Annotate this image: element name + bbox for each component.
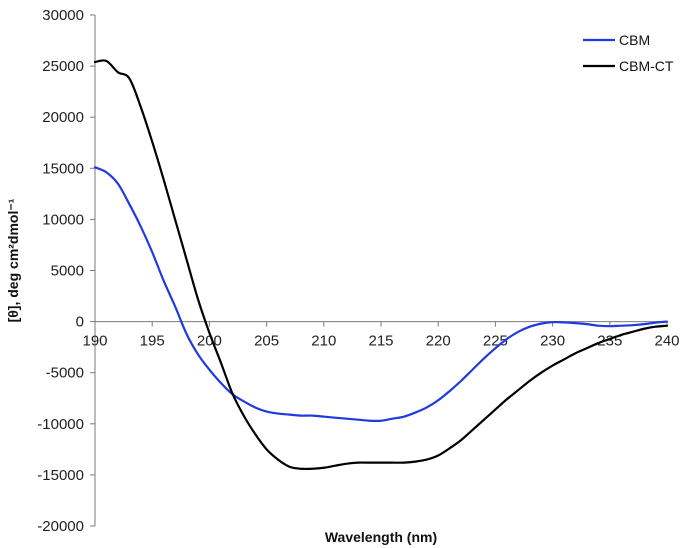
x-tick-label: 215 [368, 333, 393, 350]
x-tick-label: 225 [483, 333, 508, 350]
legend-label-cbm: CBM [619, 32, 650, 48]
y-tick-label: 30000 [42, 7, 84, 24]
x-tick-label: 195 [140, 333, 165, 350]
x-axis-title: Wavelength (nm) [325, 529, 437, 545]
y-tick-label: 0 [76, 314, 84, 331]
y-tick-label: 10000 [42, 211, 84, 228]
x-tick-label: 230 [540, 333, 565, 350]
y-tick-label: 20000 [42, 109, 84, 126]
legend: CBM CBM-CT [583, 32, 674, 74]
x-tick-label: 200 [197, 333, 222, 350]
series-lines [93, 59, 669, 471]
legend-label-cbm-ct: CBM-CT [619, 58, 674, 74]
x-tick-label: 240 [654, 333, 679, 350]
y-tick-label: 25000 [42, 58, 84, 75]
x-tick-label: 220 [426, 333, 451, 350]
x-tick-label: 210 [311, 333, 336, 350]
y-tick-label: -5000 [46, 365, 84, 382]
x-tick-label: 190 [82, 333, 107, 350]
y-axis-title: [θ], deg cm²dmol⁻¹ [5, 198, 21, 322]
y-tick-label: -20000 [37, 518, 84, 535]
series-line-cbm-ct [93, 59, 669, 471]
y-tick-label: 15000 [42, 160, 84, 177]
y-tick-label: -10000 [37, 416, 84, 433]
x-tick-label: 205 [254, 333, 279, 350]
y-tick-label: 5000 [51, 263, 84, 280]
axes [90, 14, 668, 527]
series-line-cbm [93, 166, 669, 423]
tick-labels: 30000 25000 20000 15000 10000 5000 0 -5000 -1000… [37, 7, 679, 535]
y-tick-label: -15000 [37, 467, 84, 484]
